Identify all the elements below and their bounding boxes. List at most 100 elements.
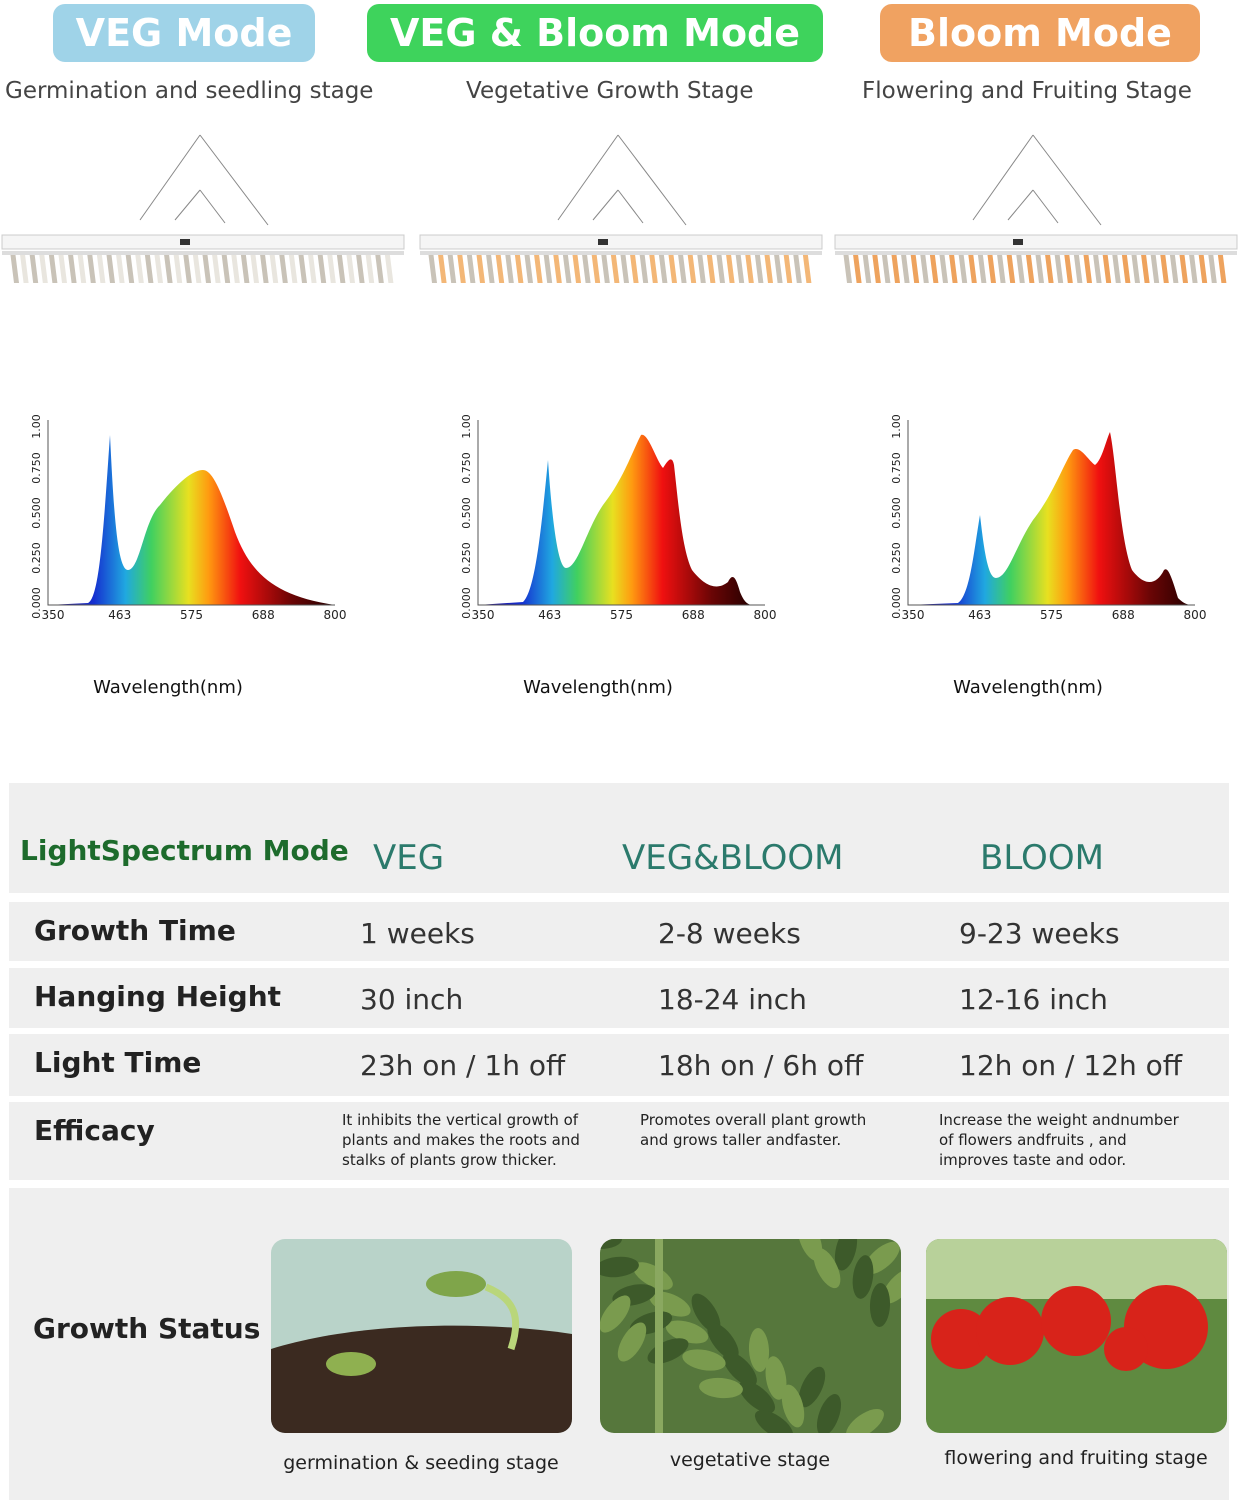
table-header-block [9,783,1229,893]
leaf [798,1366,826,1408]
led-bar [163,251,173,283]
led-bar [629,251,639,283]
y-tick-label: 1.000 [890,415,903,439]
leaf [723,1351,757,1387]
led-bar [754,251,764,283]
leaf [852,1255,874,1299]
led-bar [783,251,793,283]
table-row [9,902,1229,961]
mode-badge: VEG Mode [53,4,315,62]
led-bar [843,251,852,283]
row-label: Efficacy [34,1114,155,1147]
led-bar [773,251,783,283]
led-bar [86,251,96,283]
led-bar [1111,251,1121,283]
led-bar [706,251,716,283]
x-tick-label: 350 [42,608,65,622]
x-tick-label: 463 [968,608,991,622]
photo [926,1239,1227,1433]
table-row [9,1034,1229,1096]
led-bar [504,251,514,283]
axes [907,420,1195,606]
leaf [869,1283,891,1327]
mode-badge: Bloom Mode [880,4,1200,62]
spectrum-chart: 0.000 0.250 0.500 0.750 1.000 350 463 575 688 800 [460,415,776,622]
led-bar [317,251,327,283]
tomato [1041,1286,1111,1356]
hanging-wire [139,134,269,226]
mode-subtitle: Vegetative Growth Stage [466,78,754,104]
table-header-label: LightSpectrum Mode [20,834,349,867]
row-value: 9-23 weeks [959,917,1120,950]
leaf [600,1256,639,1278]
led-bar [298,251,307,283]
leaf [813,1247,841,1289]
led-bar [1150,251,1160,283]
y-tick-label: 0.250 [30,542,43,574]
led-bar [476,251,485,283]
led-bar [1140,251,1150,283]
sprout-leaf [426,1271,486,1297]
led-bar [958,251,968,283]
grow-light [419,134,823,283]
x-tick-label: 575 [610,608,633,622]
x-tick-label: 688 [1112,608,1135,622]
lamp-frame [1,234,405,250]
hanging-wire [557,134,687,226]
led-bar [115,251,125,283]
led-bar [764,251,773,283]
y-tick-label: 0.500 [30,497,43,529]
led-bar [336,251,346,283]
led-bar [891,251,900,283]
table-header-mode: VEG [373,838,445,878]
led-bar [38,251,48,283]
lamp-display [180,239,190,245]
led-bar [307,251,317,283]
leaf [781,1384,805,1428]
photo [271,1239,572,1433]
spectrum-chart: 0.000 0.250 0.500 0.750 1.000 350 463 575 688 800 [890,415,1206,622]
y-tick-label: 0.000 [890,587,903,619]
leaf [748,1328,770,1372]
tomato [976,1297,1044,1365]
led-bar [881,251,891,283]
status-label: Growth Status [33,1312,261,1345]
y-tick-label: 0.000 [30,587,43,619]
led-bar [29,251,39,283]
sprout-stem [484,1283,520,1351]
led-bar [346,251,355,283]
led-bar [668,251,677,283]
leaf [816,1394,842,1433]
spectrum-curve [48,435,335,605]
lamp-display [598,239,608,245]
lamp-rail [835,251,1237,255]
sprout-leaf [326,1352,376,1376]
spectrum-curve [478,434,753,605]
led-bar [96,251,106,283]
growth-photo [926,1239,1227,1433]
photo-caption: flowering and fruiting stage [944,1447,1208,1469]
x-axis-label: Wavelength(nm) [523,677,673,698]
led-bar [495,251,505,283]
row-label: Hanging Height [34,980,282,1013]
led-bar [987,251,996,283]
led-bar [58,251,67,283]
leaf [846,1408,884,1433]
led-bar [1092,251,1102,283]
led-bar [524,251,533,283]
led-bar [862,251,872,283]
led-bar [173,251,183,283]
led-bar [1159,251,1169,283]
led-bar [591,251,601,283]
mode-subtitle: Germination and seedling stage [5,78,374,104]
efficacy-text: Promotes overall plant growth and grows … [640,1111,867,1149]
led-bar [1073,251,1083,283]
led-bar [939,251,948,283]
x-axis-label: Wavelength(nm) [93,677,243,698]
x-tick-label: 688 [252,608,275,622]
led-bar [677,251,687,283]
mode-badge: VEG & Bloom Mode [367,4,823,62]
led-bar [1015,251,1025,283]
row-label: Growth Time [34,914,236,947]
led-bar [648,251,658,283]
